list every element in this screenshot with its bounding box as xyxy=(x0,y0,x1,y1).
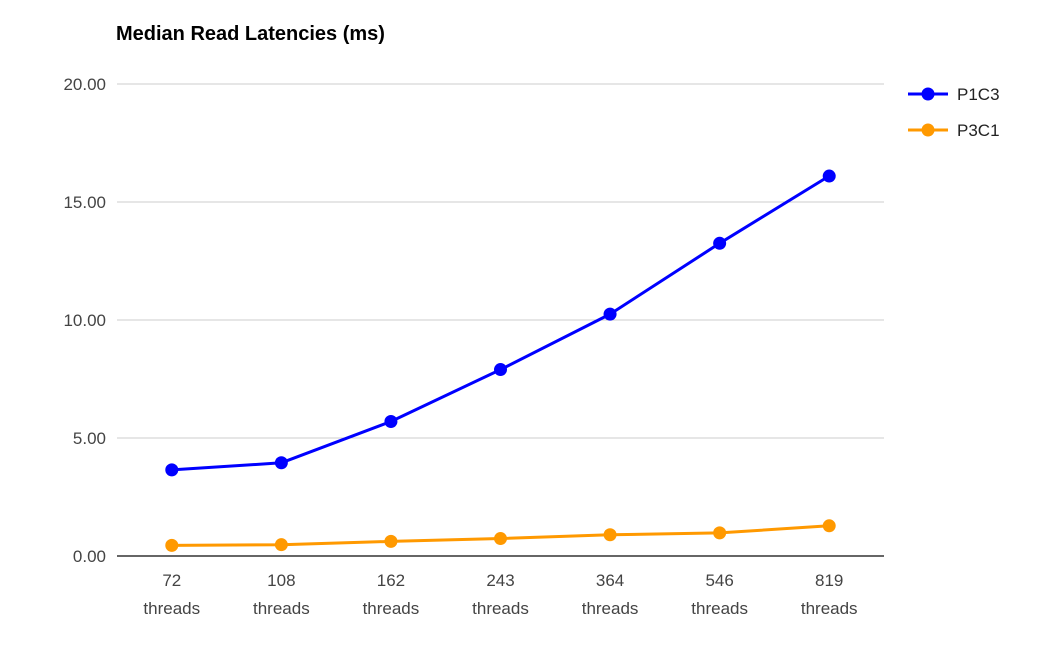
legend-label: P1C3 xyxy=(957,85,1000,104)
y-tick-label: 5.00 xyxy=(73,429,106,448)
legend[interactable]: P1C3 P3C1 xyxy=(908,85,1000,140)
legend-swatch-marker xyxy=(921,87,935,101)
series-p3c1 xyxy=(165,519,836,552)
series-layer xyxy=(165,169,836,552)
y-tick-label: 0.00 xyxy=(73,547,106,566)
x-tick-label: 243 threads xyxy=(472,571,529,618)
x-tick-label: 819 threads xyxy=(801,571,858,618)
legend-item-p1c3[interactable]: P1C3 xyxy=(908,85,1000,104)
data-point[interactable] xyxy=(822,169,836,183)
data-point[interactable] xyxy=(603,307,617,321)
y-tick-label: 10.00 xyxy=(63,311,106,330)
data-point[interactable] xyxy=(713,526,727,540)
y-tick-label: 15.00 xyxy=(63,193,106,212)
legend-item-p3c1[interactable]: P3C1 xyxy=(908,121,1000,140)
data-point[interactable] xyxy=(274,538,288,552)
x-tick-label: 108 threads xyxy=(253,571,310,618)
data-point[interactable] xyxy=(384,414,398,428)
data-point[interactable] xyxy=(384,534,398,548)
series-p1c3 xyxy=(165,169,836,477)
data-point[interactable] xyxy=(822,519,836,533)
x-tick-label: 162 threads xyxy=(363,571,420,618)
x-tick-label: 364 threads xyxy=(582,571,639,618)
x-tick-label: 72 threads xyxy=(143,571,200,618)
data-point[interactable] xyxy=(494,532,507,546)
legend-swatch-marker xyxy=(921,123,935,137)
legend-label: P3C1 xyxy=(957,121,1000,140)
data-point[interactable] xyxy=(494,363,507,377)
y-tick-label: 20.00 xyxy=(63,75,106,94)
data-point[interactable] xyxy=(603,528,617,542)
data-point[interactable] xyxy=(713,236,727,250)
grid-layer xyxy=(117,83,884,439)
chart-title: Median Read Latencies (ms) xyxy=(116,23,385,45)
series-line xyxy=(171,174,830,472)
data-point[interactable] xyxy=(274,456,288,470)
data-point[interactable] xyxy=(165,538,179,552)
data-point[interactable] xyxy=(165,463,179,477)
x-tick-label: 546 threads xyxy=(691,571,748,618)
axis-layer: 0.00 5.00 10.00 15.00 20.00 72 threads 108 threa… xyxy=(63,75,884,618)
